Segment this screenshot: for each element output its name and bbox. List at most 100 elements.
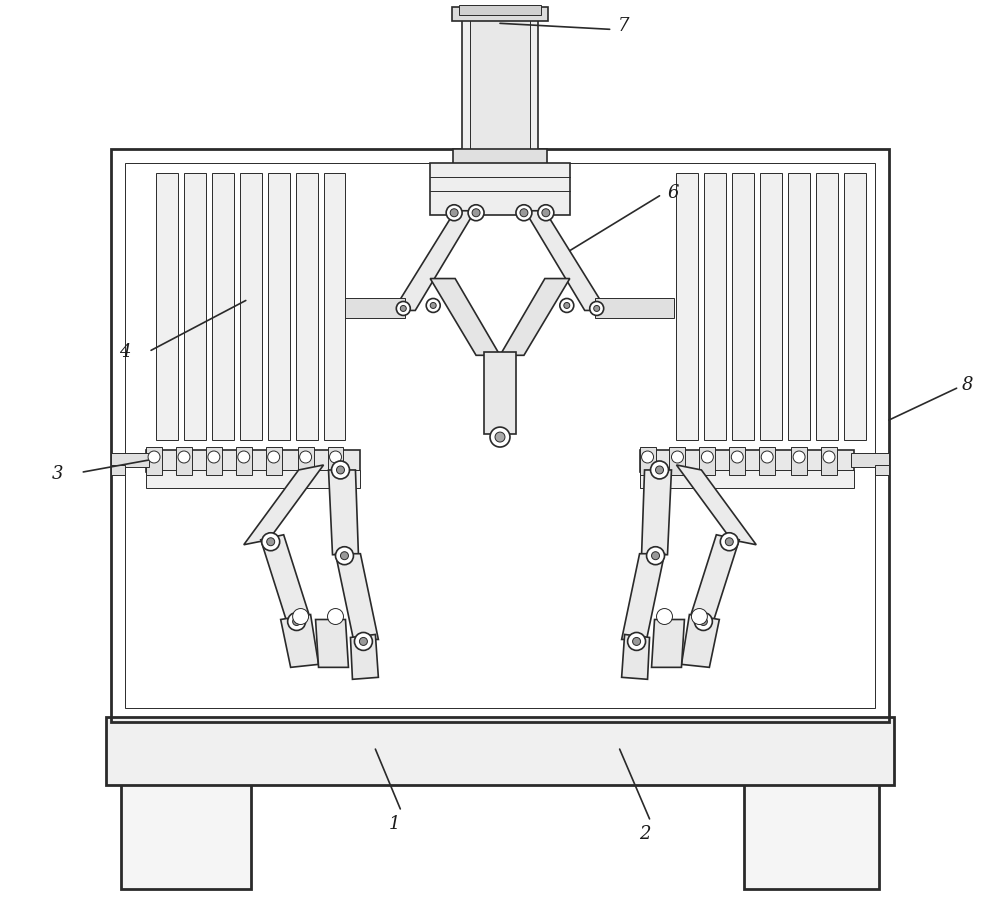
Circle shape: [340, 551, 348, 560]
Text: 3: 3: [51, 465, 63, 483]
Circle shape: [731, 451, 743, 463]
Circle shape: [633, 637, 641, 645]
Circle shape: [657, 609, 672, 624]
Bar: [146, 470, 360, 488]
Circle shape: [332, 461, 349, 479]
Text: 1: 1: [388, 815, 400, 833]
Text: 6: 6: [667, 184, 679, 202]
Bar: [484, 352, 516, 434]
Bar: [640, 450, 854, 472]
Bar: [111, 453, 149, 467]
Bar: [125, 163, 875, 708]
Bar: [788, 173, 810, 440]
Bar: [744, 779, 879, 888]
Polygon shape: [316, 620, 348, 667]
Bar: [669, 447, 685, 475]
Circle shape: [288, 613, 306, 631]
Polygon shape: [336, 553, 378, 639]
Circle shape: [300, 451, 312, 463]
Circle shape: [590, 301, 604, 315]
Bar: [459, 5, 541, 16]
Circle shape: [651, 461, 668, 479]
Circle shape: [642, 451, 654, 463]
Circle shape: [694, 613, 712, 631]
Circle shape: [628, 633, 646, 650]
Bar: [760, 173, 782, 440]
Circle shape: [238, 451, 250, 463]
Bar: [328, 447, 343, 475]
Circle shape: [671, 451, 683, 463]
Polygon shape: [261, 535, 311, 624]
Circle shape: [336, 547, 353, 564]
Circle shape: [359, 637, 367, 645]
Polygon shape: [393, 211, 475, 310]
Circle shape: [178, 451, 190, 463]
Bar: [268, 173, 290, 440]
Text: 4: 4: [119, 343, 131, 362]
Circle shape: [293, 609, 309, 624]
Bar: [759, 447, 775, 475]
Circle shape: [293, 617, 301, 625]
Bar: [326, 299, 405, 319]
Circle shape: [472, 209, 480, 216]
Circle shape: [725, 538, 733, 546]
Bar: [875, 465, 889, 475]
Polygon shape: [430, 278, 500, 355]
Circle shape: [699, 617, 707, 625]
Circle shape: [761, 451, 773, 463]
Circle shape: [538, 205, 554, 221]
Text: 8: 8: [962, 376, 973, 394]
Bar: [146, 447, 162, 475]
Circle shape: [336, 466, 344, 474]
Circle shape: [468, 205, 484, 221]
Circle shape: [354, 633, 372, 650]
Circle shape: [495, 432, 505, 442]
Circle shape: [516, 205, 532, 221]
Bar: [640, 447, 656, 475]
Circle shape: [396, 301, 410, 315]
Circle shape: [490, 427, 510, 447]
Bar: [298, 447, 314, 475]
Bar: [184, 173, 206, 440]
Circle shape: [208, 451, 220, 463]
Bar: [206, 447, 222, 475]
Circle shape: [701, 451, 713, 463]
Polygon shape: [281, 614, 319, 667]
Bar: [156, 173, 178, 440]
Circle shape: [560, 299, 574, 312]
Circle shape: [268, 451, 280, 463]
Circle shape: [450, 209, 458, 216]
Bar: [430, 163, 570, 215]
Circle shape: [148, 451, 160, 463]
Bar: [595, 299, 674, 319]
Bar: [704, 173, 726, 440]
Circle shape: [793, 451, 805, 463]
Circle shape: [520, 209, 528, 216]
Bar: [212, 173, 234, 440]
Polygon shape: [642, 470, 671, 555]
Bar: [111, 149, 889, 722]
Bar: [791, 447, 807, 475]
Polygon shape: [681, 614, 719, 667]
Circle shape: [720, 533, 738, 551]
Bar: [146, 450, 360, 472]
Circle shape: [430, 302, 436, 309]
Bar: [453, 149, 547, 167]
Circle shape: [400, 306, 406, 311]
Bar: [266, 447, 282, 475]
Bar: [111, 465, 125, 475]
Circle shape: [652, 551, 660, 560]
Bar: [821, 447, 837, 475]
Bar: [470, 14, 530, 155]
Circle shape: [564, 302, 570, 309]
Polygon shape: [622, 553, 664, 639]
Text: 2: 2: [640, 824, 651, 843]
Circle shape: [262, 533, 280, 551]
Circle shape: [542, 209, 550, 216]
Polygon shape: [500, 278, 570, 355]
Circle shape: [267, 538, 275, 546]
Circle shape: [330, 451, 341, 463]
Bar: [732, 173, 754, 440]
Circle shape: [823, 451, 835, 463]
Bar: [462, 14, 538, 155]
